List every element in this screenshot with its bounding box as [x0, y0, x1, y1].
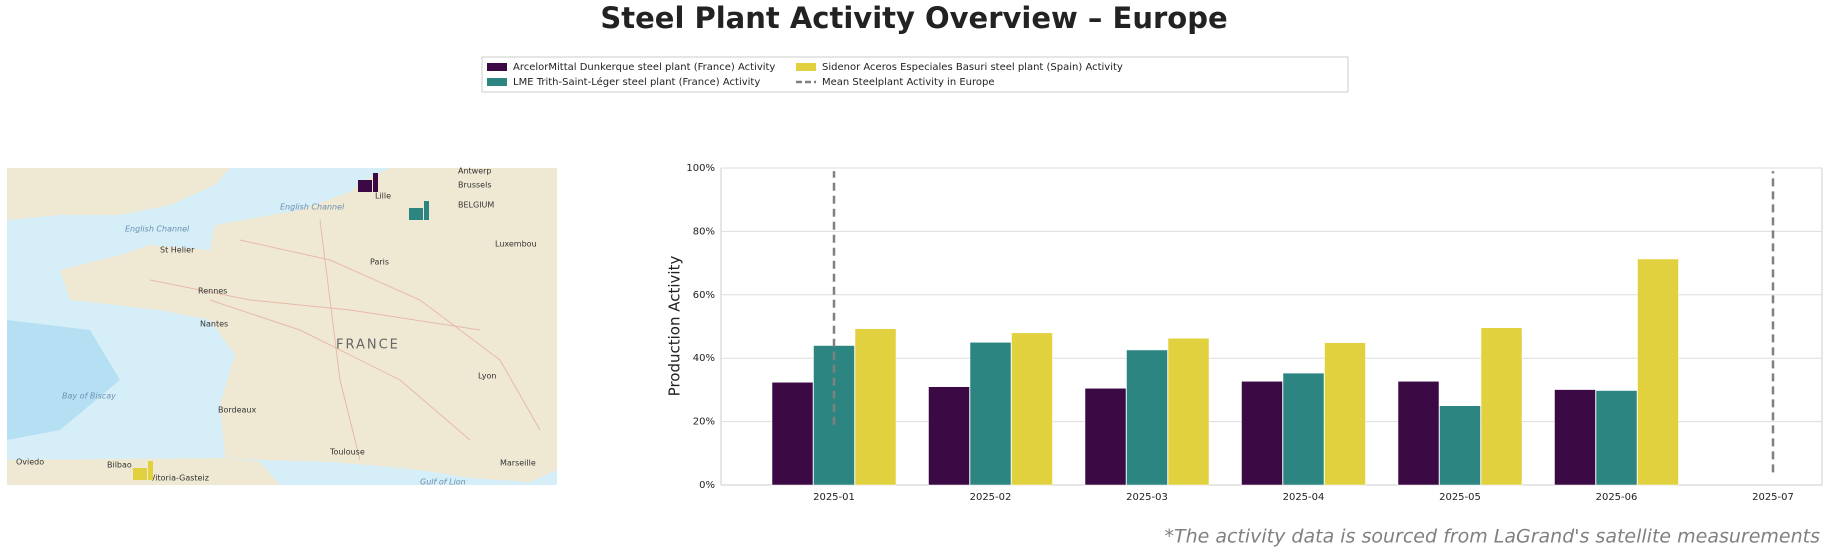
map-label: FRANCE	[336, 338, 400, 353]
map	[7, 168, 557, 485]
y-axis-label: Production Activity	[666, 256, 684, 397]
map-label: English Channel	[125, 225, 190, 234]
map-label: Gulf of Lion	[420, 478, 466, 487]
bar	[928, 386, 970, 486]
map-label: Paris	[370, 258, 389, 267]
legend-label: Mean Steelplant Activity in Europe	[822, 77, 995, 88]
map-label: BELGIUM	[458, 201, 494, 210]
x-tick-label: 2025-04	[1283, 492, 1325, 503]
bar	[1282, 372, 1325, 486]
legend-box	[481, 56, 1349, 93]
x-tick-label: 2025-05	[1439, 492, 1481, 503]
x-tick-label: 2025-03	[1126, 492, 1168, 503]
plant-marker	[358, 180, 372, 192]
y-tick-label: 20%	[693, 417, 715, 428]
map-label: Rennes	[198, 287, 227, 296]
bar	[1167, 337, 1210, 486]
y-tick-label: 100%	[686, 163, 715, 174]
map-label: Luxembou	[495, 240, 537, 249]
x-tick-label: 2025-02	[970, 492, 1012, 503]
bar	[1397, 381, 1440, 486]
bar	[1324, 342, 1366, 486]
legend-label: ArcelorMittal Dunkerque steel plant (Fra…	[513, 62, 775, 73]
bar	[1011, 332, 1053, 486]
map-label: Nantes	[200, 320, 228, 329]
map-label: English Channel	[280, 203, 345, 212]
map-deep-sea	[7, 320, 120, 440]
bar	[771, 382, 814, 486]
x-tick-label: 2025-01	[813, 492, 855, 503]
map-label: Bordeaux	[218, 406, 257, 415]
bar	[1126, 349, 1168, 486]
map-label: Marseille	[500, 459, 536, 468]
map-label: Oviedo	[16, 458, 44, 467]
bar	[1480, 327, 1523, 486]
map-label: Brussels	[458, 181, 492, 190]
map-label: Bay of Biscay	[62, 392, 116, 401]
legend-swatch	[487, 63, 507, 71]
bar	[1084, 388, 1127, 486]
plant-marker-chimney	[373, 173, 378, 192]
plant-marker-chimney	[424, 201, 429, 220]
y-tick-label: 0%	[699, 480, 715, 491]
plant-marker-chimney	[148, 461, 153, 480]
y-tick-label: 40%	[693, 353, 715, 364]
map-roads	[149, 219, 541, 461]
y-tick-label: 80%	[693, 226, 715, 237]
chart-title: Steel Plant Activity Overview – Europe	[600, 1, 1227, 35]
map-england	[7, 168, 230, 220]
map-label: Toulouse	[329, 448, 365, 457]
plant-marker	[409, 208, 423, 220]
bar	[969, 342, 1012, 486]
map-france	[60, 168, 557, 482]
y-tick-label: 60%	[693, 290, 715, 301]
bar	[1595, 390, 1638, 486]
x-tick-label: 2025-06	[1596, 492, 1638, 503]
footnote: *The activity data is sourced from LaGra…	[1164, 526, 1820, 548]
bar	[1637, 258, 1679, 486]
map-label: St Helier	[160, 246, 195, 255]
map-label: Vitoria-Gasteiz	[150, 474, 209, 483]
bar	[1241, 381, 1283, 486]
legend-label: LME Trith-Saint-Léger steel plant (Franc…	[513, 76, 760, 88]
legend-swatch	[487, 78, 507, 86]
map-label: Bilbao	[107, 461, 132, 470]
legend-swatch	[796, 63, 816, 71]
x-tick-label: 2025-07	[1752, 492, 1794, 503]
bar	[1554, 389, 1596, 486]
plant-marker	[133, 468, 147, 480]
legend-label: Sidenor Aceros Especiales Basuri steel p…	[822, 62, 1123, 73]
map-label: Lille	[375, 192, 391, 201]
map-label: Antwerp	[458, 167, 492, 176]
bar	[854, 328, 897, 486]
map-label: Lyon	[478, 372, 496, 381]
bar	[1439, 405, 1481, 486]
